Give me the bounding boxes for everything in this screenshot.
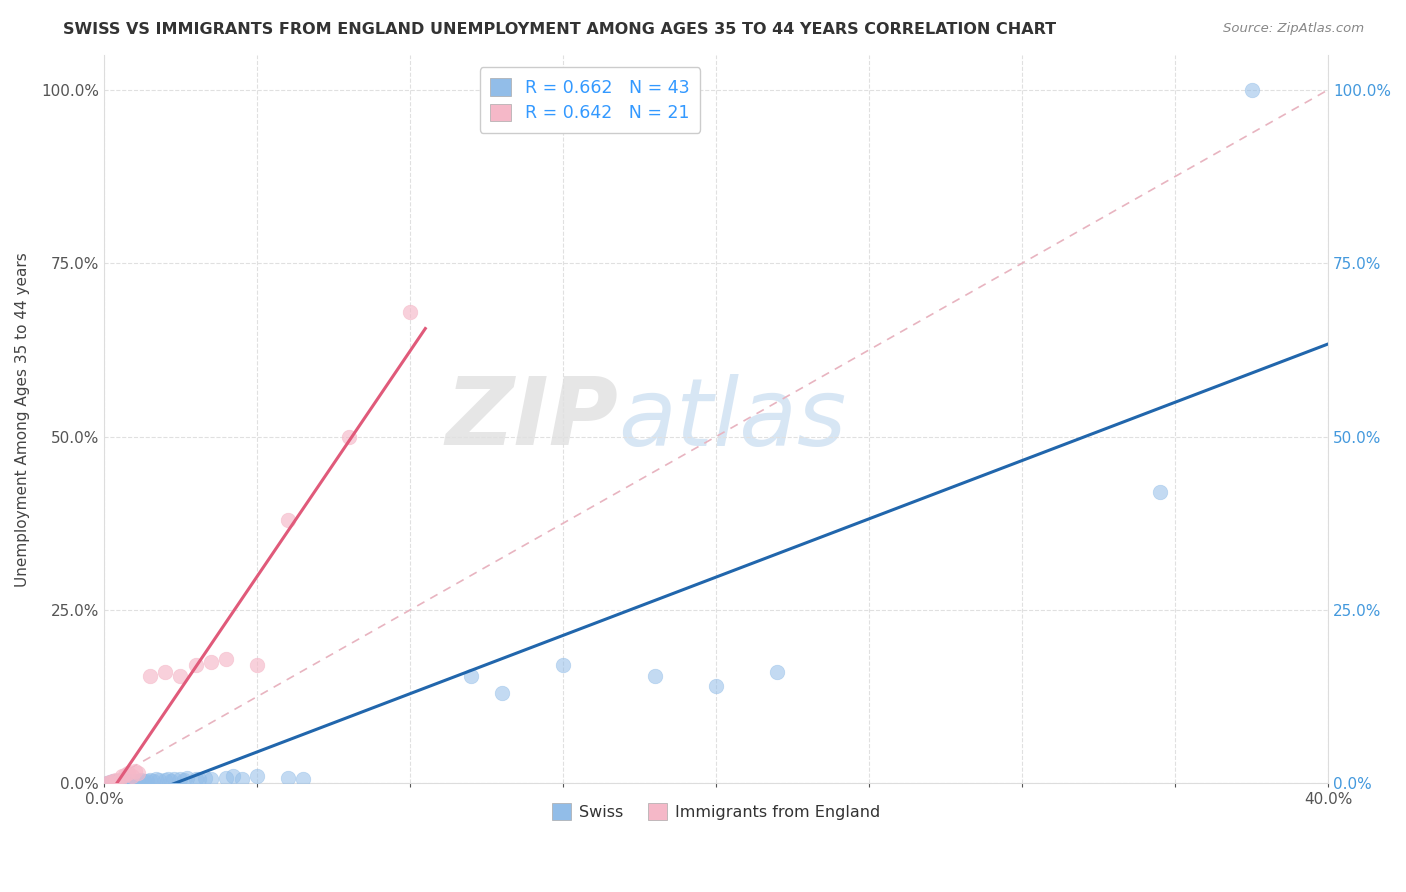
Point	[187, 772, 209, 786]
Point	[135, 774, 157, 789]
Point	[108, 773, 131, 788]
Point	[169, 772, 191, 787]
Point	[169, 669, 191, 683]
Point	[148, 772, 170, 787]
Text: atlas: atlas	[619, 374, 846, 465]
Point	[129, 772, 152, 787]
Point	[399, 305, 422, 319]
Point	[337, 429, 360, 443]
Text: SWISS VS IMMIGRANTS FROM ENGLAND UNEMPLOYMENT AMONG AGES 35 TO 44 YEARS CORRELAT: SWISS VS IMMIGRANTS FROM ENGLAND UNEMPLO…	[63, 22, 1056, 37]
Point	[291, 772, 314, 786]
Point	[644, 669, 666, 683]
Point	[114, 768, 136, 782]
Point	[766, 665, 789, 680]
Point	[491, 686, 513, 700]
Point	[111, 769, 134, 783]
Point	[117, 766, 139, 780]
Point	[277, 771, 299, 785]
Point	[704, 679, 727, 693]
Point	[173, 772, 195, 787]
Y-axis label: Unemployment Among Ages 35 to 44 years: Unemployment Among Ages 35 to 44 years	[15, 252, 30, 587]
Point	[121, 773, 143, 788]
Text: ZIP: ZIP	[446, 373, 619, 466]
Point	[1240, 83, 1263, 97]
Legend: Swiss, Immigrants from England: Swiss, Immigrants from England	[546, 797, 886, 826]
Point	[127, 766, 149, 780]
Point	[231, 772, 253, 786]
Point	[105, 772, 128, 787]
Point	[246, 658, 269, 673]
Point	[142, 773, 165, 788]
Point	[157, 772, 180, 787]
Point	[215, 771, 238, 785]
Point	[117, 774, 139, 789]
Point	[200, 772, 222, 786]
Point	[139, 669, 162, 683]
Point	[114, 775, 136, 789]
Point	[246, 769, 269, 783]
Point	[200, 655, 222, 669]
Point	[176, 771, 198, 785]
Point	[124, 774, 146, 789]
Point	[160, 773, 183, 788]
Point	[101, 774, 124, 789]
Point	[194, 771, 217, 785]
Point	[111, 773, 134, 788]
Point	[139, 772, 162, 787]
Point	[163, 772, 186, 786]
Point	[551, 658, 574, 673]
Point	[277, 513, 299, 527]
Point	[1149, 485, 1171, 500]
Point	[98, 775, 121, 789]
Point	[105, 775, 128, 789]
Point	[145, 772, 167, 787]
Point	[153, 772, 176, 787]
Point	[124, 764, 146, 778]
Point	[98, 775, 121, 789]
Point	[108, 774, 131, 789]
Text: Source: ZipAtlas.com: Source: ZipAtlas.com	[1223, 22, 1364, 36]
Point	[127, 773, 149, 788]
Point	[96, 775, 118, 789]
Point	[184, 772, 207, 787]
Point	[153, 665, 176, 680]
Point	[121, 769, 143, 783]
Point	[215, 651, 238, 665]
Point	[184, 658, 207, 673]
Point	[132, 773, 155, 788]
Point	[460, 669, 482, 683]
Point	[221, 769, 243, 783]
Point	[101, 774, 124, 789]
Point	[96, 775, 118, 789]
